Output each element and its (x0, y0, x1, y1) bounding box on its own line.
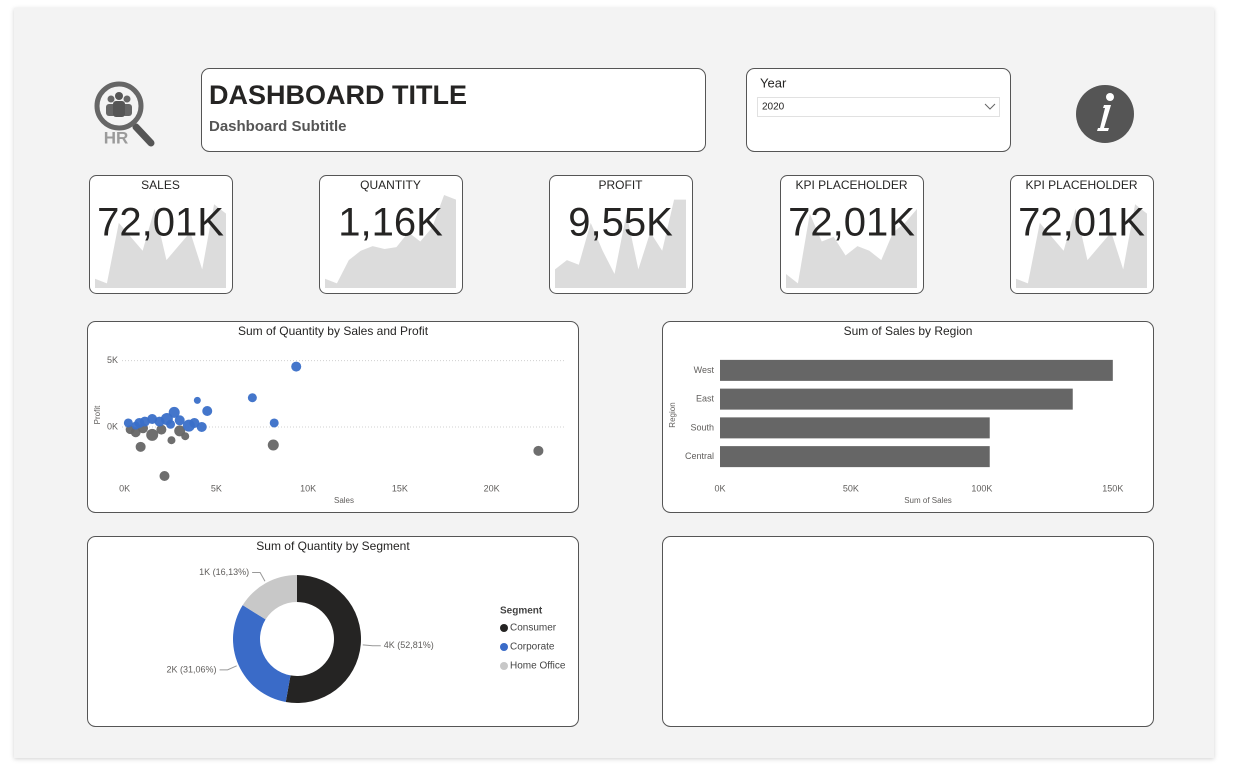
scatter-point (167, 436, 176, 445)
legend-label: Home Office (510, 661, 566, 672)
bar (720, 446, 990, 468)
info-icon[interactable] (1076, 85, 1134, 143)
scatter-point (154, 416, 165, 427)
y-tick-label: South (690, 422, 714, 432)
x-tick-label: 15K (392, 483, 408, 493)
bar (720, 417, 990, 439)
scatter-point (174, 415, 185, 426)
y-axis-label: Region (668, 402, 677, 427)
empty-panel (662, 536, 1154, 727)
scatter-point (189, 417, 200, 428)
scatter-point (131, 421, 140, 430)
y-tick-label: West (694, 365, 715, 375)
scatter-point (168, 406, 180, 418)
legend-marker (500, 643, 508, 651)
x-tick-label: 100K (971, 483, 992, 493)
legend-marker (500, 662, 508, 670)
x-tick-label: 50K (843, 483, 859, 493)
dashboard-title: DASHBOARD TITLE (209, 80, 467, 110)
x-tick-label: 20K (484, 483, 500, 493)
bar (720, 359, 1113, 381)
dropdown-chevron (984, 103, 996, 110)
donut-slice (285, 575, 362, 703)
scatter-point (193, 396, 201, 404)
kpi-label: QUANTITY (360, 178, 421, 192)
kpi-value: 72,01K (97, 201, 224, 245)
x-tick-label: 150K (1102, 483, 1123, 493)
data-label: 4K (52,81%) (384, 640, 434, 650)
kpi-label: PROFIT (599, 178, 644, 192)
data-label: 2K (31,06%) (167, 664, 217, 674)
scatter-point (159, 471, 170, 482)
kpi-sparkline (1016, 204, 1147, 288)
kpi-label: SALES (141, 178, 180, 192)
y-axis-label: Profit (93, 405, 102, 424)
leader-line (362, 644, 381, 647)
kpi-value: 1,16K (338, 201, 443, 245)
legend-title: Segment (500, 606, 543, 617)
scatter-point (156, 424, 167, 435)
donut-panel (87, 536, 579, 727)
legend-label: Consumer (510, 623, 557, 634)
slicer-dropdown[interactable] (757, 97, 1000, 117)
kpi-label: KPI PLACEHOLDER (795, 178, 907, 192)
scatter-point (123, 418, 133, 428)
y-tick-label: 5K (107, 355, 118, 365)
scatter-point (135, 441, 146, 452)
slicer-value: 2020 (762, 102, 785, 113)
leader-line (252, 572, 266, 582)
y-tick-label: 0K (107, 421, 118, 431)
chart-title: Sum of Sales by Region (844, 324, 973, 338)
scatter-point (533, 445, 544, 456)
x-axis-label: Sales (334, 496, 354, 505)
x-tick-label: 5K (211, 483, 222, 493)
scatter-point (267, 439, 279, 451)
scatter-point (196, 421, 207, 432)
chart-title: Sum of Quantity by Segment (256, 539, 410, 553)
scatter-point (181, 432, 190, 441)
donut-slice (242, 575, 297, 620)
x-tick-label: 10K (300, 483, 316, 493)
title-box (201, 68, 706, 152)
scatter-point (146, 428, 159, 441)
kpi-value: 9,55K (568, 201, 673, 245)
x-tick-label: 0K (714, 483, 725, 493)
kpi-value: 72,01K (1018, 201, 1145, 245)
scatter-point (166, 419, 176, 429)
leader-line (219, 665, 237, 671)
kpi-sparkline (555, 199, 686, 288)
data-label: 1K (16,13%) (199, 567, 249, 577)
x-tick-label: 0K (119, 483, 130, 493)
kpi-label: KPI PLACEHOLDER (1025, 178, 1137, 192)
scatter-point (202, 406, 213, 417)
logo (94, 81, 155, 147)
scatter-point (247, 393, 257, 403)
donut-slice (232, 605, 291, 703)
kpi-sparkline (325, 195, 456, 288)
legend-label: Corporate (510, 642, 555, 653)
scatter-point (269, 418, 279, 428)
chart-title: Sum of Quantity by Sales and Profit (238, 324, 429, 338)
legend-marker (500, 624, 508, 632)
slicer-label: Year (760, 75, 787, 90)
kpi-value: 72,01K (788, 201, 915, 245)
bar (720, 388, 1073, 410)
bar-panel (662, 321, 1154, 513)
logo-text: HR (104, 128, 129, 147)
dashboard-subtitle: Dashboard Subtitle (209, 118, 347, 135)
kpi-sparkline (95, 204, 226, 288)
x-axis-label: Sum of Sales (904, 496, 952, 505)
scatter-panel (87, 321, 579, 513)
kpi-sparkline (786, 208, 917, 288)
y-tick-label: Central (685, 451, 714, 461)
y-tick-label: East (696, 394, 715, 404)
scatter-point (139, 416, 150, 427)
scatter-point (291, 361, 302, 372)
